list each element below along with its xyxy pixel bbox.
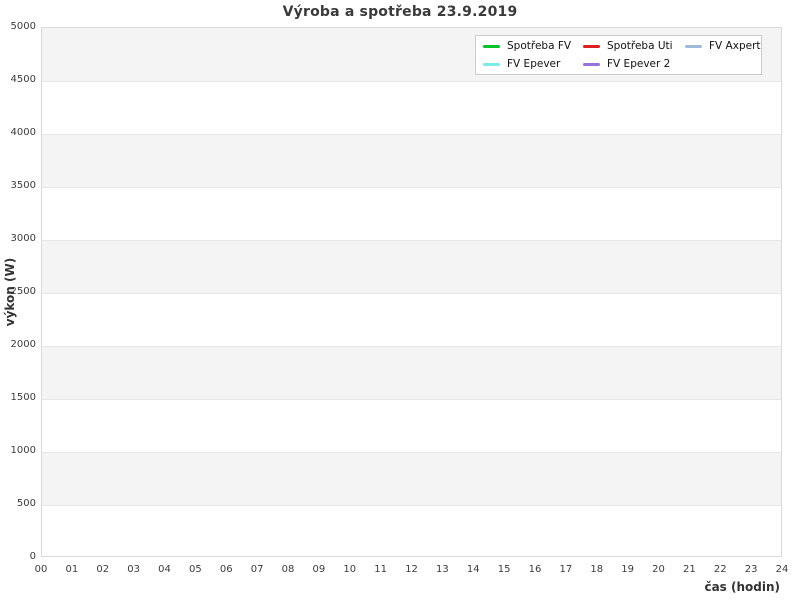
- gridline: [42, 134, 781, 135]
- gridline: [42, 399, 781, 400]
- x-tick-label: 15: [497, 564, 511, 575]
- x-tick-label: 10: [343, 564, 357, 575]
- y-tick-label: 3000: [10, 233, 36, 244]
- legend-swatch-line-icon: [483, 62, 500, 66]
- legend-label: FV Epever 2: [607, 58, 671, 70]
- x-tick-label: 18: [590, 564, 604, 575]
- x-tick-label: 08: [281, 564, 295, 575]
- x-tick-label: 02: [96, 564, 110, 575]
- legend-swatch-line-icon: [483, 44, 500, 48]
- legend-item: Spotřeba Uti: [583, 40, 685, 52]
- gridline: [42, 505, 781, 506]
- y-tick-label: 4000: [10, 127, 36, 138]
- x-tick-label: 09: [312, 564, 326, 575]
- gridline: [42, 346, 781, 347]
- x-tick-label: 03: [127, 564, 140, 575]
- y-tick-label: 5000: [10, 21, 36, 32]
- gridline: [42, 240, 781, 241]
- x-tick-label: 06: [219, 564, 233, 575]
- legend-item: FV Epever 2: [583, 58, 685, 70]
- x-tick-label: 23: [744, 564, 758, 575]
- y-tick-label: 1500: [10, 392, 36, 403]
- x-tick-label: 07: [250, 564, 264, 575]
- x-tick-label: 14: [466, 564, 480, 575]
- gridline: [42, 187, 781, 188]
- x-tick-label: 17: [559, 564, 573, 575]
- x-tick-label: 12: [405, 564, 418, 575]
- gridline: [42, 293, 781, 294]
- y-tick-label: 0: [29, 551, 36, 562]
- x-tick-label: 13: [436, 564, 449, 575]
- x-tick-label: 16: [528, 564, 542, 575]
- x-tick-label: 05: [189, 564, 202, 575]
- legend-item: Spotřeba FV: [483, 40, 583, 52]
- y-tick-label: 4500: [10, 74, 36, 85]
- x-tick-label: 11: [374, 564, 387, 575]
- legend-label: FV Epever: [507, 58, 561, 70]
- legend-item: FV Axpert: [685, 40, 761, 52]
- gridline: [42, 452, 781, 453]
- legend-swatch-line-icon: [583, 44, 600, 48]
- legend-item: FV Epever: [483, 58, 583, 70]
- x-tick-label: 01: [65, 564, 79, 575]
- x-tick-label: 22: [713, 564, 727, 575]
- y-tick-label: 1000: [10, 445, 36, 456]
- x-tick-label: 20: [652, 564, 665, 575]
- chart-title: Výroba a spotřeba 23.9.2019: [282, 4, 518, 20]
- y-tick-label: 2500: [10, 286, 36, 297]
- x-tick-label: 21: [683, 564, 696, 575]
- y-axis-label: výkon (W): [3, 257, 17, 327]
- legend-label: Spotřeba FV: [507, 40, 572, 52]
- legend-swatch-line-icon: [583, 62, 600, 66]
- legend-label: FV Axpert: [709, 40, 761, 52]
- x-tick-label: 00: [34, 564, 48, 575]
- y-tick-label: 500: [16, 498, 36, 509]
- y-tick-label: 3500: [10, 180, 36, 191]
- x-tick-label: 04: [158, 564, 171, 575]
- y-tick-label: 2000: [10, 339, 36, 350]
- gridline: [42, 81, 781, 82]
- legend-swatch-line-icon: [685, 44, 702, 48]
- x-tick-label: 19: [621, 564, 634, 575]
- legend-label: Spotřeba Uti: [607, 40, 673, 52]
- x-axis-label: čas (hodin): [704, 580, 780, 594]
- x-tick-label: 24: [775, 564, 789, 575]
- legend: Spotřeba FV Spotřeba Uti FV Axpert FV Epeve…: [475, 35, 762, 75]
- plot-area: [41, 27, 782, 557]
